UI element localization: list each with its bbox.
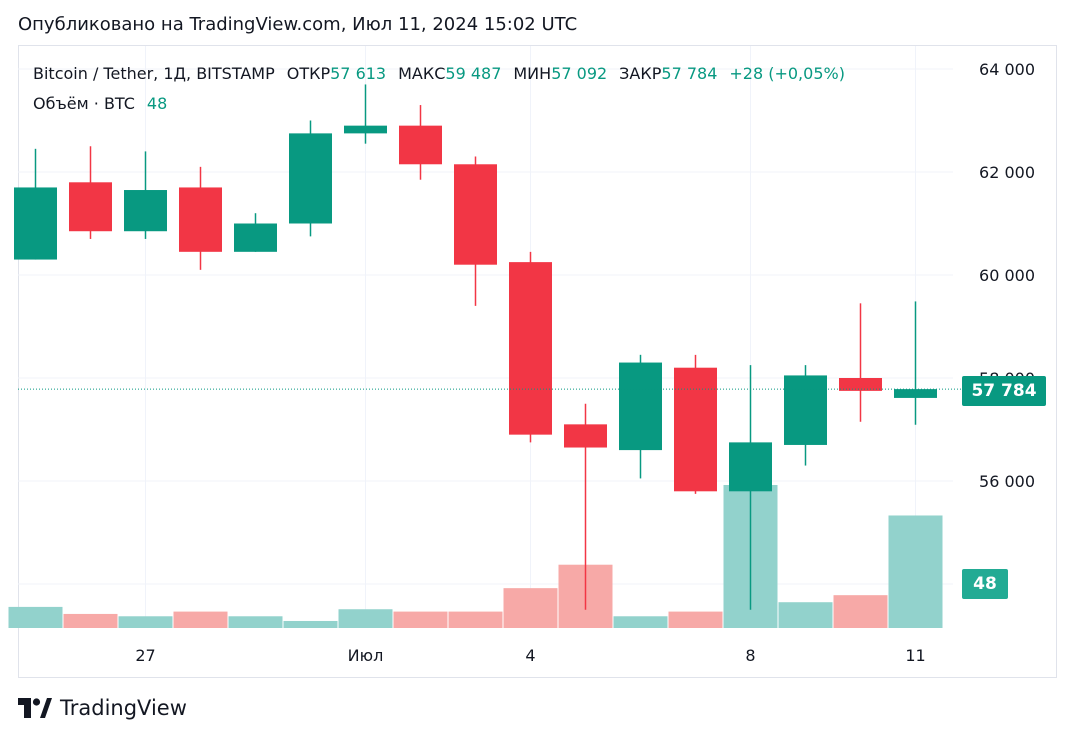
published-caption: Опубликовано на TradingView.com, Июл 11,… xyxy=(18,14,578,35)
tradingview-logo[interactable]: TradingView xyxy=(18,696,187,720)
x-tick-label: 4 xyxy=(525,646,535,665)
volume-bar xyxy=(173,611,228,628)
volume-bar xyxy=(778,602,833,628)
volume-bar xyxy=(228,616,283,628)
close-label: ЗАКР xyxy=(619,64,662,83)
last-volume-badge: 48 xyxy=(962,569,1008,599)
candle-body xyxy=(124,190,167,232)
x-tick-label: 11 xyxy=(905,646,925,665)
open-value: 57 613 xyxy=(330,64,387,83)
candle-body xyxy=(399,125,442,165)
high-value: 59 487 xyxy=(445,64,502,83)
candles xyxy=(14,84,937,610)
volume-bar xyxy=(63,613,118,628)
symbol-title[interactable]: Bitcoin / Tether, 1Д, BITSTAMP xyxy=(33,64,275,83)
volume-bar xyxy=(118,616,173,628)
candle-body xyxy=(729,442,772,492)
volume-bar xyxy=(668,611,723,628)
volume-bar xyxy=(613,616,668,628)
low-label: МИН xyxy=(513,64,552,83)
legend: Bitcoin / Tether, 1Д, BITSTAMP ОТКР 57 61… xyxy=(33,64,845,124)
last-price-badge: 57 784 xyxy=(962,376,1046,406)
volume-bar xyxy=(283,620,338,628)
x-tick-label: 8 xyxy=(745,646,755,665)
tradingview-logo-icon xyxy=(18,698,52,718)
volume-label[interactable]: Объём · BTC xyxy=(33,94,135,113)
candle-body xyxy=(674,367,717,492)
candle-body xyxy=(454,164,497,265)
volume-bar xyxy=(338,609,393,628)
close-value: 57 784 xyxy=(661,64,718,83)
volume-bar xyxy=(503,588,558,628)
candle-body xyxy=(14,187,57,260)
x-tick-label: Июл xyxy=(348,646,384,665)
time-axis: 27 Июл 4 8 11 xyxy=(135,646,925,665)
y-tick-label: 56 000 xyxy=(979,472,1035,491)
y-tick-label: 62 000 xyxy=(979,163,1035,182)
brand-name: TradingView xyxy=(60,696,187,720)
open-label: ОТКР xyxy=(286,64,331,83)
candle-body xyxy=(564,424,607,448)
candle-body xyxy=(234,223,277,252)
candle-body xyxy=(784,375,827,445)
volume-bar xyxy=(8,606,63,628)
candle-body xyxy=(619,362,662,451)
candle-body xyxy=(894,389,937,398)
grid-lines xyxy=(18,46,953,628)
candle-body xyxy=(509,262,552,435)
high-label: МАКС xyxy=(398,64,446,83)
x-tick-label: 27 xyxy=(135,646,155,665)
volume-bar xyxy=(888,515,943,628)
candle-body xyxy=(839,378,882,391)
volume-bars xyxy=(8,485,943,628)
legend-volume-row: Объём · BTC 48 xyxy=(33,94,845,124)
y-tick-label: 64 000 xyxy=(979,60,1035,79)
volume-value: 48 xyxy=(146,94,168,113)
candle-body xyxy=(179,187,222,252)
low-value: 57 092 xyxy=(551,64,608,83)
candle-body xyxy=(69,182,112,232)
chart-frame xyxy=(18,45,1057,678)
volume-bar xyxy=(393,611,448,628)
volume-bar xyxy=(448,611,503,628)
y-tick-label: 60 000 xyxy=(979,266,1035,285)
candle-body xyxy=(344,125,387,134)
change-value: +28 (+0,05%) xyxy=(729,64,845,83)
volume-bar xyxy=(833,595,888,628)
candle-body xyxy=(289,133,332,224)
legend-ohlc-row: Bitcoin / Tether, 1Д, BITSTAMP ОТКР 57 61… xyxy=(33,64,845,94)
